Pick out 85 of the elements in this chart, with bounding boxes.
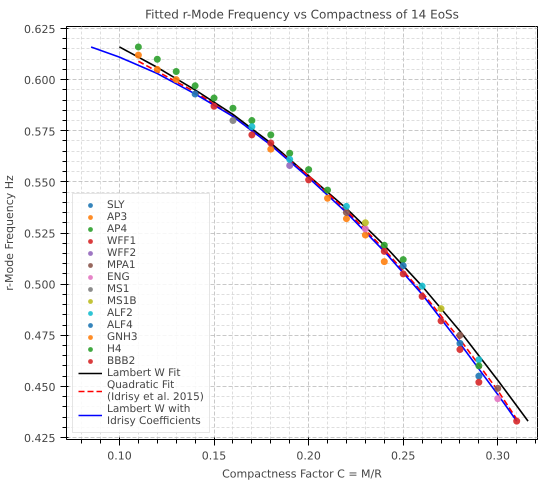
point [248, 131, 256, 138]
point [362, 219, 369, 226]
legend-label: BBB2 [107, 355, 136, 367]
legend-label: AP3 [107, 211, 128, 223]
legend-label: AP4 [107, 223, 128, 235]
point [456, 332, 464, 339]
point [134, 52, 142, 59]
point [305, 166, 312, 174]
point [456, 346, 464, 354]
legend-label: SLY [107, 199, 126, 211]
point [494, 384, 502, 392]
legend-label: MS1 [107, 283, 130, 295]
y-tick-label: 0.450 [24, 380, 56, 394]
point [286, 150, 294, 157]
y-tick-label: 0.475 [24, 330, 56, 343]
point [494, 395, 502, 402]
y-tick-label: 0.425 [24, 432, 56, 445]
legend-label: WFF1 [107, 235, 136, 247]
y-tick-label: 0.625 [24, 23, 56, 36]
x-tick-label: 0.25 [390, 450, 416, 462]
y-tick-label: 0.600 [24, 74, 56, 88]
point [154, 56, 161, 63]
point [305, 176, 312, 184]
point [475, 356, 482, 364]
point [342, 209, 350, 216]
point [342, 215, 350, 222]
x-tick-label: 0.20 [296, 450, 321, 462]
point [267, 131, 274, 138]
x-tick-label: 0.30 [486, 450, 510, 462]
point [324, 194, 332, 202]
point [513, 418, 520, 425]
point [456, 340, 464, 347]
point [362, 225, 369, 232]
y-tick-label: 0.550 [24, 176, 56, 190]
point [172, 68, 180, 75]
point [418, 292, 426, 300]
x-tick-label: 0.15 [202, 450, 226, 462]
point [324, 186, 332, 194]
point [362, 232, 369, 239]
point [400, 256, 407, 264]
point [229, 117, 236, 124]
point [172, 76, 180, 84]
point [134, 43, 142, 50]
point [248, 123, 256, 130]
point [475, 372, 482, 380]
point [229, 104, 236, 112]
legend-label: Quadratic Fit (Idrisy et al. 2015) [107, 379, 204, 403]
point [154, 66, 161, 73]
point [380, 248, 388, 255]
point [210, 102, 218, 110]
point [210, 94, 218, 102]
legend-label: ENG [107, 271, 130, 283]
point [192, 90, 199, 98]
legend-label: MS1B [107, 295, 137, 307]
y-tick-label: 0.525 [24, 228, 56, 240]
legend-label: ALF4 [107, 319, 133, 331]
x-axis-title: Compactness Factor C = M/R [222, 468, 382, 480]
point [475, 378, 482, 386]
point [342, 202, 350, 210]
point [400, 262, 407, 270]
point [192, 82, 199, 90]
point [400, 270, 407, 278]
y-axis-title: r-Mode Frequency Hz [3, 174, 16, 291]
y-tick-label: 0.500 [24, 278, 56, 292]
point [475, 362, 482, 370]
x-tick-label: 0.10 [107, 450, 132, 462]
point [380, 242, 388, 249]
legend-label: Lambert W Fit [107, 367, 180, 379]
point [418, 282, 426, 290]
point [267, 140, 274, 147]
legend-label: ALF2 [107, 307, 133, 319]
legend-label: GNH3 [107, 331, 138, 343]
point [248, 117, 256, 124]
legend-label: MPA1 [107, 259, 136, 271]
point [267, 146, 274, 153]
legend-label: Lambert W with Idrisy Coefficients [107, 403, 201, 427]
legend-label: H4 [107, 343, 123, 355]
point [380, 258, 388, 266]
point [286, 156, 294, 163]
chart-title: Fitted r-Mode Frequency vs Compactness of 14 EoSs [145, 8, 459, 22]
legend-label: WFF2 [107, 247, 136, 259]
point [438, 317, 445, 324]
point [438, 305, 445, 312]
y-tick-label: 0.575 [24, 125, 56, 138]
point [286, 162, 294, 170]
